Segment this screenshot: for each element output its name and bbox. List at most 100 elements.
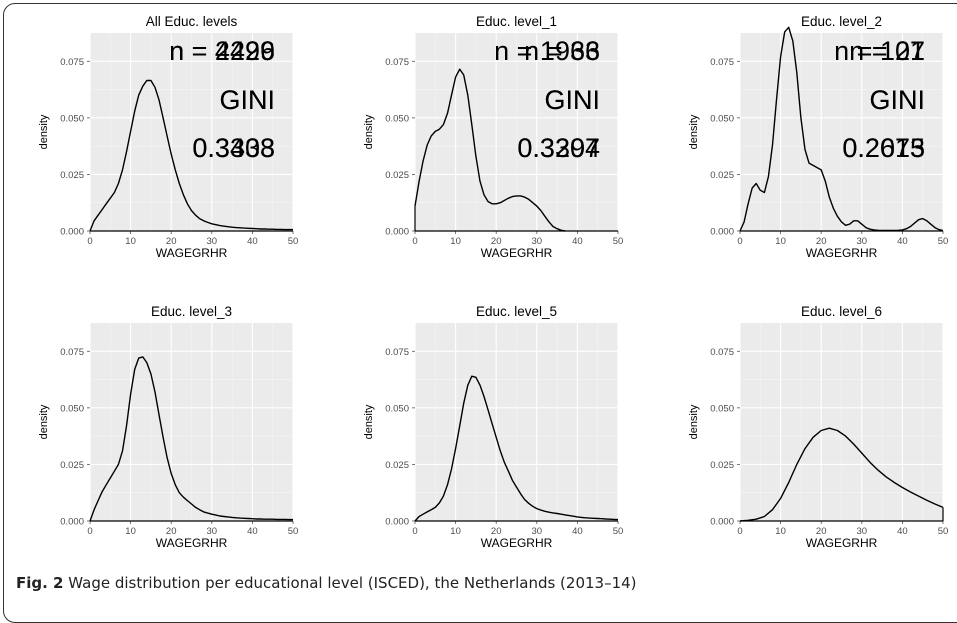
- x-axis-label: WAGEGRHR: [806, 246, 878, 260]
- panel-annotation: 0.2013: [842, 133, 925, 163]
- y-tick-label: 0.075: [60, 57, 84, 68]
- y-tick-label: 0.025: [710, 170, 734, 181]
- panel-annotation: GINI: [869, 85, 925, 115]
- panel-title: Educ. level_5: [476, 304, 557, 319]
- x-tick-label: 30: [532, 526, 543, 537]
- y-axis-label: density: [688, 404, 700, 439]
- density-panel-2: 0 10 20 30 40 50 0.000 0.025 0.050 0.075 Educ. lev…: [363, 14, 623, 260]
- y-axis-label: density: [363, 114, 375, 149]
- panel-annotation: 0.3338: [192, 133, 275, 163]
- figure-panels: 0 10 20 30 40 50 0.000 0.025 0.050 0.075 All Educ.…: [38, 14, 948, 550]
- y-axis-label: density: [363, 404, 375, 439]
- x-tick-label: 0: [737, 236, 742, 247]
- x-tick-label: 0: [412, 526, 417, 537]
- x-tick-label: 20: [491, 236, 502, 247]
- x-tick-label: 50: [288, 236, 299, 247]
- x-tick-label: 40: [572, 526, 583, 537]
- panel-annotation: GINI: [869, 85, 925, 115]
- panel-annotation: GINI: [544, 85, 600, 115]
- y-tick-label: 0.025: [385, 460, 409, 471]
- y-axis-label: density: [38, 114, 50, 149]
- y-tick-label: 0.050: [60, 113, 84, 124]
- density-panel-1: 0 10 20 30 40 50 0.000 0.025 0.050 0.075 All Educ.…: [38, 14, 298, 260]
- x-tick-label: 10: [450, 236, 461, 247]
- x-tick-label: 0: [737, 526, 742, 537]
- density-curve: [89, 356, 293, 522]
- panel-annotation: n = 4226: [169, 36, 275, 66]
- x-tick-label: 40: [897, 236, 908, 247]
- panel-annotation: GINI: [544, 85, 600, 115]
- y-tick-label: 0.000: [385, 517, 409, 528]
- x-tick-label: 20: [816, 526, 827, 537]
- density-curve: [89, 79, 293, 232]
- panel-title: Educ. level_1: [476, 14, 557, 29]
- y-tick-label: 0.075: [710, 57, 734, 68]
- y-tick-label: 0.025: [60, 170, 84, 181]
- x-tick-label: 0: [412, 236, 417, 247]
- y-tick-label: 0.050: [710, 403, 734, 414]
- y-tick-label: 0.050: [385, 113, 409, 124]
- x-axis-label: WAGEGRHR: [156, 536, 228, 550]
- y-axis-label: density: [38, 404, 50, 439]
- y-tick-label: 0.000: [60, 517, 84, 528]
- y-tick-label: 0.000: [60, 227, 84, 238]
- density-panel-5: 0 10 20 30 40 50 0.000 0.025 0.050 0.075 Educ. lev…: [363, 36, 623, 550]
- panel-annotation: 0.2675: [842, 133, 925, 163]
- x-tick-label: 0: [87, 526, 92, 537]
- figure-caption-text: Wage distribution per educational level …: [68, 574, 637, 592]
- density-panel-3: 0 10 20 30 40 50 0.000 0.025 0.050 0.075 Educ. lev…: [688, 14, 948, 260]
- density-curve: [739, 26, 944, 232]
- panel-annotation: n = 1936: [494, 36, 600, 66]
- x-tick-label: 10: [125, 236, 136, 247]
- panel-annotation: 0.3403: [192, 133, 275, 163]
- x-tick-label: 20: [166, 526, 177, 537]
- panel-title: Educ. level_3: [151, 304, 232, 319]
- x-tick-label: 30: [207, 526, 218, 537]
- density-curve: [414, 375, 619, 522]
- x-tick-label: 20: [166, 236, 177, 247]
- panel-annotation: GINI: [219, 85, 275, 115]
- x-tick-label: 50: [613, 526, 624, 537]
- x-tick-label: 50: [938, 526, 949, 537]
- density-panel-6: 0 10 20 30 40 50 0.000 0.025 0.050 0.075 Educ. lev…: [688, 36, 948, 550]
- y-tick-label: 0.025: [385, 170, 409, 181]
- panel-annotation: GINI: [219, 85, 275, 115]
- y-tick-label: 0.025: [710, 460, 734, 471]
- x-axis-label: WAGEGRHR: [806, 536, 878, 550]
- y-tick-label: 0.050: [60, 403, 84, 414]
- y-tick-label: 0.075: [710, 347, 734, 358]
- x-axis-label: WAGEGRHR: [481, 536, 553, 550]
- x-tick-label: 30: [857, 236, 868, 247]
- x-axis-label: WAGEGRHR: [156, 246, 228, 260]
- x-tick-label: 40: [572, 236, 583, 247]
- x-tick-label: 30: [857, 526, 868, 537]
- y-tick-label: 0.000: [385, 227, 409, 238]
- x-tick-label: 10: [450, 526, 461, 537]
- panel-title: All Educ. levels: [146, 14, 238, 29]
- y-tick-label: 0.000: [710, 227, 734, 238]
- figure-caption: Fig. 2 Wage distribution per educational…: [16, 574, 637, 592]
- y-tick-label: 0.050: [385, 403, 409, 414]
- y-tick-label: 0.025: [60, 460, 84, 471]
- x-tick-label: 50: [938, 236, 949, 247]
- panel-annotation: n = 101: [834, 36, 925, 66]
- x-tick-label: 20: [491, 526, 502, 537]
- panel-annotation: 0.3204: [517, 133, 600, 163]
- x-tick-label: 30: [207, 236, 218, 247]
- y-axis-label: density: [688, 114, 700, 149]
- y-tick-label: 0.075: [60, 347, 84, 358]
- x-tick-label: 40: [897, 526, 908, 537]
- panel-annotation: n = 2499: [169, 36, 275, 66]
- figure-label: Fig. 2: [16, 574, 64, 592]
- x-tick-label: 20: [816, 236, 827, 247]
- panel-annotation: n = 63: [524, 36, 600, 66]
- x-tick-label: 40: [247, 526, 258, 537]
- panel-title: Educ. level_6: [801, 304, 882, 319]
- y-tick-label: 0.075: [385, 57, 409, 68]
- x-tick-label: 10: [125, 526, 136, 537]
- x-tick-label: 40: [247, 236, 258, 247]
- x-tick-label: 50: [613, 236, 624, 247]
- x-axis-label: WAGEGRHR: [481, 246, 553, 260]
- panel-annotation: 0.3397: [517, 133, 600, 163]
- x-tick-label: 30: [532, 236, 543, 247]
